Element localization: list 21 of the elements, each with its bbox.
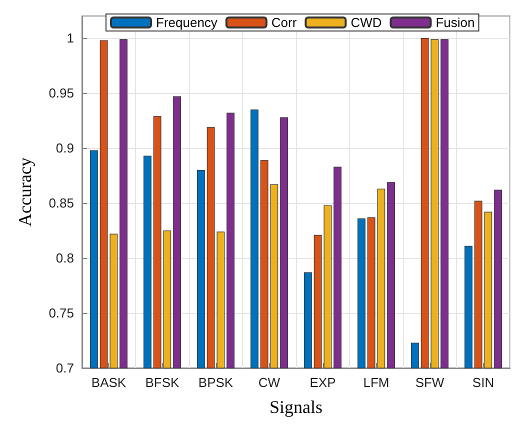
x-tick-label: SIN [472, 375, 494, 390]
y-axis-title: Accuracy [15, 158, 35, 226]
x-tick-label: CW [258, 375, 281, 390]
legend-label: Corr [271, 15, 298, 30]
x-tick-label: BASK [91, 375, 126, 390]
legend-label: CWD [350, 15, 382, 30]
y-tick-label: 0.95 [48, 86, 74, 100]
y-tick-label: 0.8 [56, 250, 74, 266]
x-tick-label: BPSK [198, 375, 234, 390]
y-tick-label: 0.7 [56, 360, 74, 376]
x-tick-label: EXP [310, 375, 336, 390]
x-tick-label: SFW [415, 375, 445, 390]
y-tick-label: 0.9 [56, 140, 74, 156]
x-tick-label: BFSK [145, 375, 180, 390]
y-tick-label: 0.75 [48, 306, 74, 320]
legend-label: Fusion [436, 15, 475, 30]
y-tick-label: 1 [66, 30, 74, 46]
legend-label: Frequency [156, 15, 218, 30]
y-tick-label: 0.85 [48, 196, 74, 210]
x-axis-title: Signals [269, 397, 323, 417]
x-tick-label: LFM [363, 375, 390, 390]
